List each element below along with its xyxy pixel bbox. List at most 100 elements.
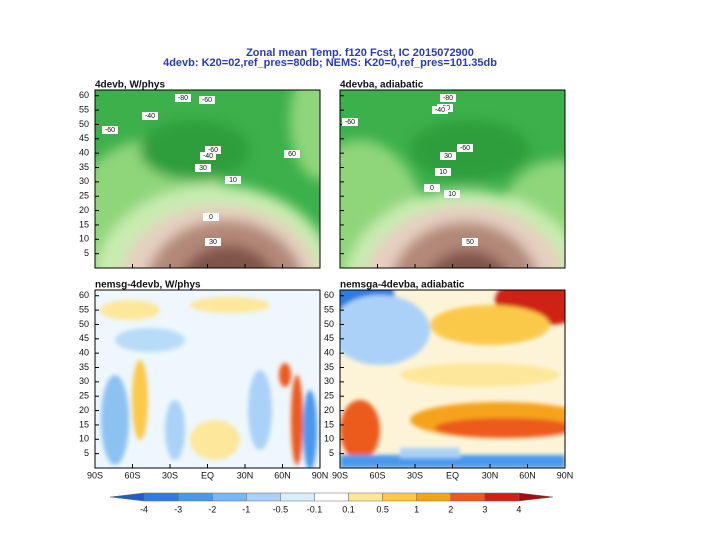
contour-label: 30	[444, 153, 452, 160]
contour-label: 10	[229, 177, 237, 184]
colorbar-label: -0.5	[273, 504, 289, 514]
contour-label-bg	[284, 150, 300, 158]
colorbar-swatch	[450, 492, 486, 502]
y-tick-label: 10	[79, 434, 89, 444]
contour-label-bg	[342, 118, 358, 126]
contour-label-bg	[102, 126, 118, 134]
contour-label-bg	[424, 184, 440, 192]
contour-label-bg	[205, 238, 221, 246]
colorbar-swatch	[143, 492, 179, 502]
contour-label: 30	[199, 165, 207, 172]
y-tick-label: 5	[329, 448, 334, 458]
contour-label: -60	[105, 127, 115, 134]
colorbar-label: -2	[208, 504, 216, 514]
colorbar-label: 2	[448, 504, 453, 514]
y-tick-label: 40	[324, 348, 334, 358]
y-tick-label: 50	[79, 319, 89, 329]
y-tick-label: 10	[324, 434, 334, 444]
y-tick-label: 25	[79, 191, 89, 201]
colorbar-swatch	[177, 492, 213, 502]
colorbar-swatch	[518, 492, 554, 502]
contour-label: 10	[448, 191, 456, 198]
y-tick-label: 55	[79, 304, 89, 314]
y-tick-label: 25	[79, 391, 89, 401]
x-tick-label: 90S	[87, 470, 103, 480]
y-tick-label: 20	[324, 405, 334, 415]
contour-label: -60	[202, 97, 212, 104]
colorbar-label: 3	[482, 504, 487, 514]
y-tick-label: 60	[324, 290, 334, 300]
panel-title: nemsga-4devba, adiabatic	[340, 280, 465, 291]
field	[95, 290, 320, 468]
x-tick-label: 30N	[482, 470, 499, 480]
colorbar-swatch	[211, 492, 247, 502]
y-tick-label: 45	[324, 333, 334, 343]
contour-label: -60	[460, 145, 470, 152]
y-tick-label: 25	[324, 391, 334, 401]
contour-label: 50	[466, 239, 474, 246]
colorbar-label: 1	[414, 504, 419, 514]
colorbar-swatch	[314, 492, 349, 502]
y-tick-label: 5	[84, 248, 89, 258]
y-tick-label: 50	[79, 119, 89, 129]
panel-title: 4devb, W/phys	[95, 80, 165, 91]
title-line: 4devb: K20=02,ref_pres=80db; NEMS: K20=0…	[163, 57, 497, 69]
y-tick-label: 20	[79, 205, 89, 215]
y-tick-label: 40	[79, 348, 89, 358]
y-tick-label: 55	[79, 104, 89, 114]
x-tick-label: 90N	[557, 470, 574, 480]
y-tick-label: 30	[79, 376, 89, 386]
contour-label: -60	[208, 147, 218, 154]
x-tick-label: 30S	[407, 470, 423, 480]
y-tick-label: 20	[79, 405, 89, 415]
contour-label: -60	[345, 119, 355, 126]
x-tick-label: EQ	[201, 470, 214, 480]
contour-label-bg	[199, 96, 215, 104]
panel-title: 4devba, adiabatic	[340, 80, 424, 91]
colorbar-label: -4	[140, 504, 148, 514]
colorbar-swatch	[416, 492, 452, 502]
contour-label-bg	[195, 164, 211, 172]
colorbar-swatch	[109, 492, 145, 502]
contour-label-bg	[200, 152, 216, 160]
contour-label-bg	[462, 238, 478, 246]
colorbar-swatch	[382, 492, 417, 502]
x-tick-label: 60S	[369, 470, 385, 480]
colorbar-swatch	[484, 492, 520, 502]
title-line: Zonal mean Temp. f120 Fcst, IC 201507290…	[246, 47, 474, 59]
contour-label: -80	[443, 95, 453, 102]
x-tick-label: 30N	[237, 470, 254, 480]
contour-label-bg	[432, 106, 448, 114]
y-tick-label: 35	[324, 362, 334, 372]
contour-label-bg	[435, 168, 451, 176]
y-tick-label: 55	[324, 304, 334, 314]
x-tick-label: 90S	[332, 470, 348, 480]
x-tick-label: EQ	[446, 470, 459, 480]
contour-label: 60	[288, 151, 296, 158]
y-tick-label: 15	[79, 419, 89, 429]
colorbar-label: -1	[242, 504, 250, 514]
contour-label: -40	[145, 113, 155, 120]
y-tick-label: 5	[84, 448, 89, 458]
x-tick-label: 60N	[519, 470, 536, 480]
y-tick-label: 60	[79, 90, 89, 100]
field	[95, 90, 320, 268]
field	[340, 90, 565, 268]
colorbar-swatch	[246, 492, 281, 502]
y-tick-label: 10	[79, 234, 89, 244]
x-tick-label: 60S	[124, 470, 140, 480]
x-tick-label: 60N	[274, 470, 291, 480]
y-tick-label: 60	[79, 290, 89, 300]
contour-label: 10	[439, 169, 447, 176]
contour-label-bg	[142, 112, 158, 120]
x-tick-label: 90N	[312, 470, 329, 480]
colorbar-label: 0.5	[376, 504, 389, 514]
y-tick-label: 30	[324, 376, 334, 386]
y-tick-label: 50	[324, 319, 334, 329]
contour-label: -80	[178, 95, 188, 102]
colorbar-label: 0.1	[342, 504, 355, 514]
y-tick-label: 15	[324, 419, 334, 429]
panel-title: nemsg-4devb, W/phys	[95, 280, 201, 291]
contour-label-bg	[203, 213, 219, 221]
